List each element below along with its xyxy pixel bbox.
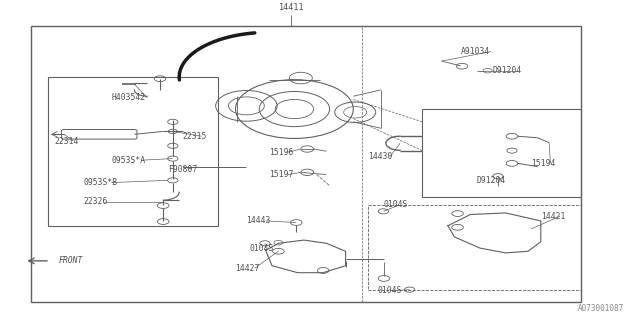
Bar [31,26,581,302]
Text: 22314: 22314 [54,137,79,146]
Text: 0953S*B: 0953S*B [83,178,117,187]
Text: 14411: 14411 [278,3,304,12]
Text: 14430: 14430 [368,153,392,162]
Text: 0104S: 0104S [250,244,274,252]
Text: 22315: 22315 [182,132,207,141]
Text: A073001087: A073001087 [578,304,624,313]
Text: 15196: 15196 [269,148,293,157]
Bar [422,109,581,197]
Text: 0953S*A: 0953S*A [112,156,146,165]
Text: 15194: 15194 [531,159,556,168]
Text: D91204: D91204 [493,66,522,75]
Bar [368,205,581,290]
Text: 0104S: 0104S [384,200,408,209]
Text: 14443: 14443 [246,216,271,225]
Text: 14421: 14421 [541,212,565,220]
Text: 22326: 22326 [83,197,108,206]
Text: 14427: 14427 [236,264,260,273]
Text: F90807: F90807 [168,164,197,174]
Text: D91204: D91204 [477,176,506,186]
Text: 0104S: 0104S [378,286,402,295]
Text: FRONT: FRONT [59,256,83,265]
Bar [48,77,218,226]
Text: A91034: A91034 [461,47,490,56]
Text: H403542: H403542 [112,93,146,102]
Text: 15197: 15197 [269,170,293,179]
